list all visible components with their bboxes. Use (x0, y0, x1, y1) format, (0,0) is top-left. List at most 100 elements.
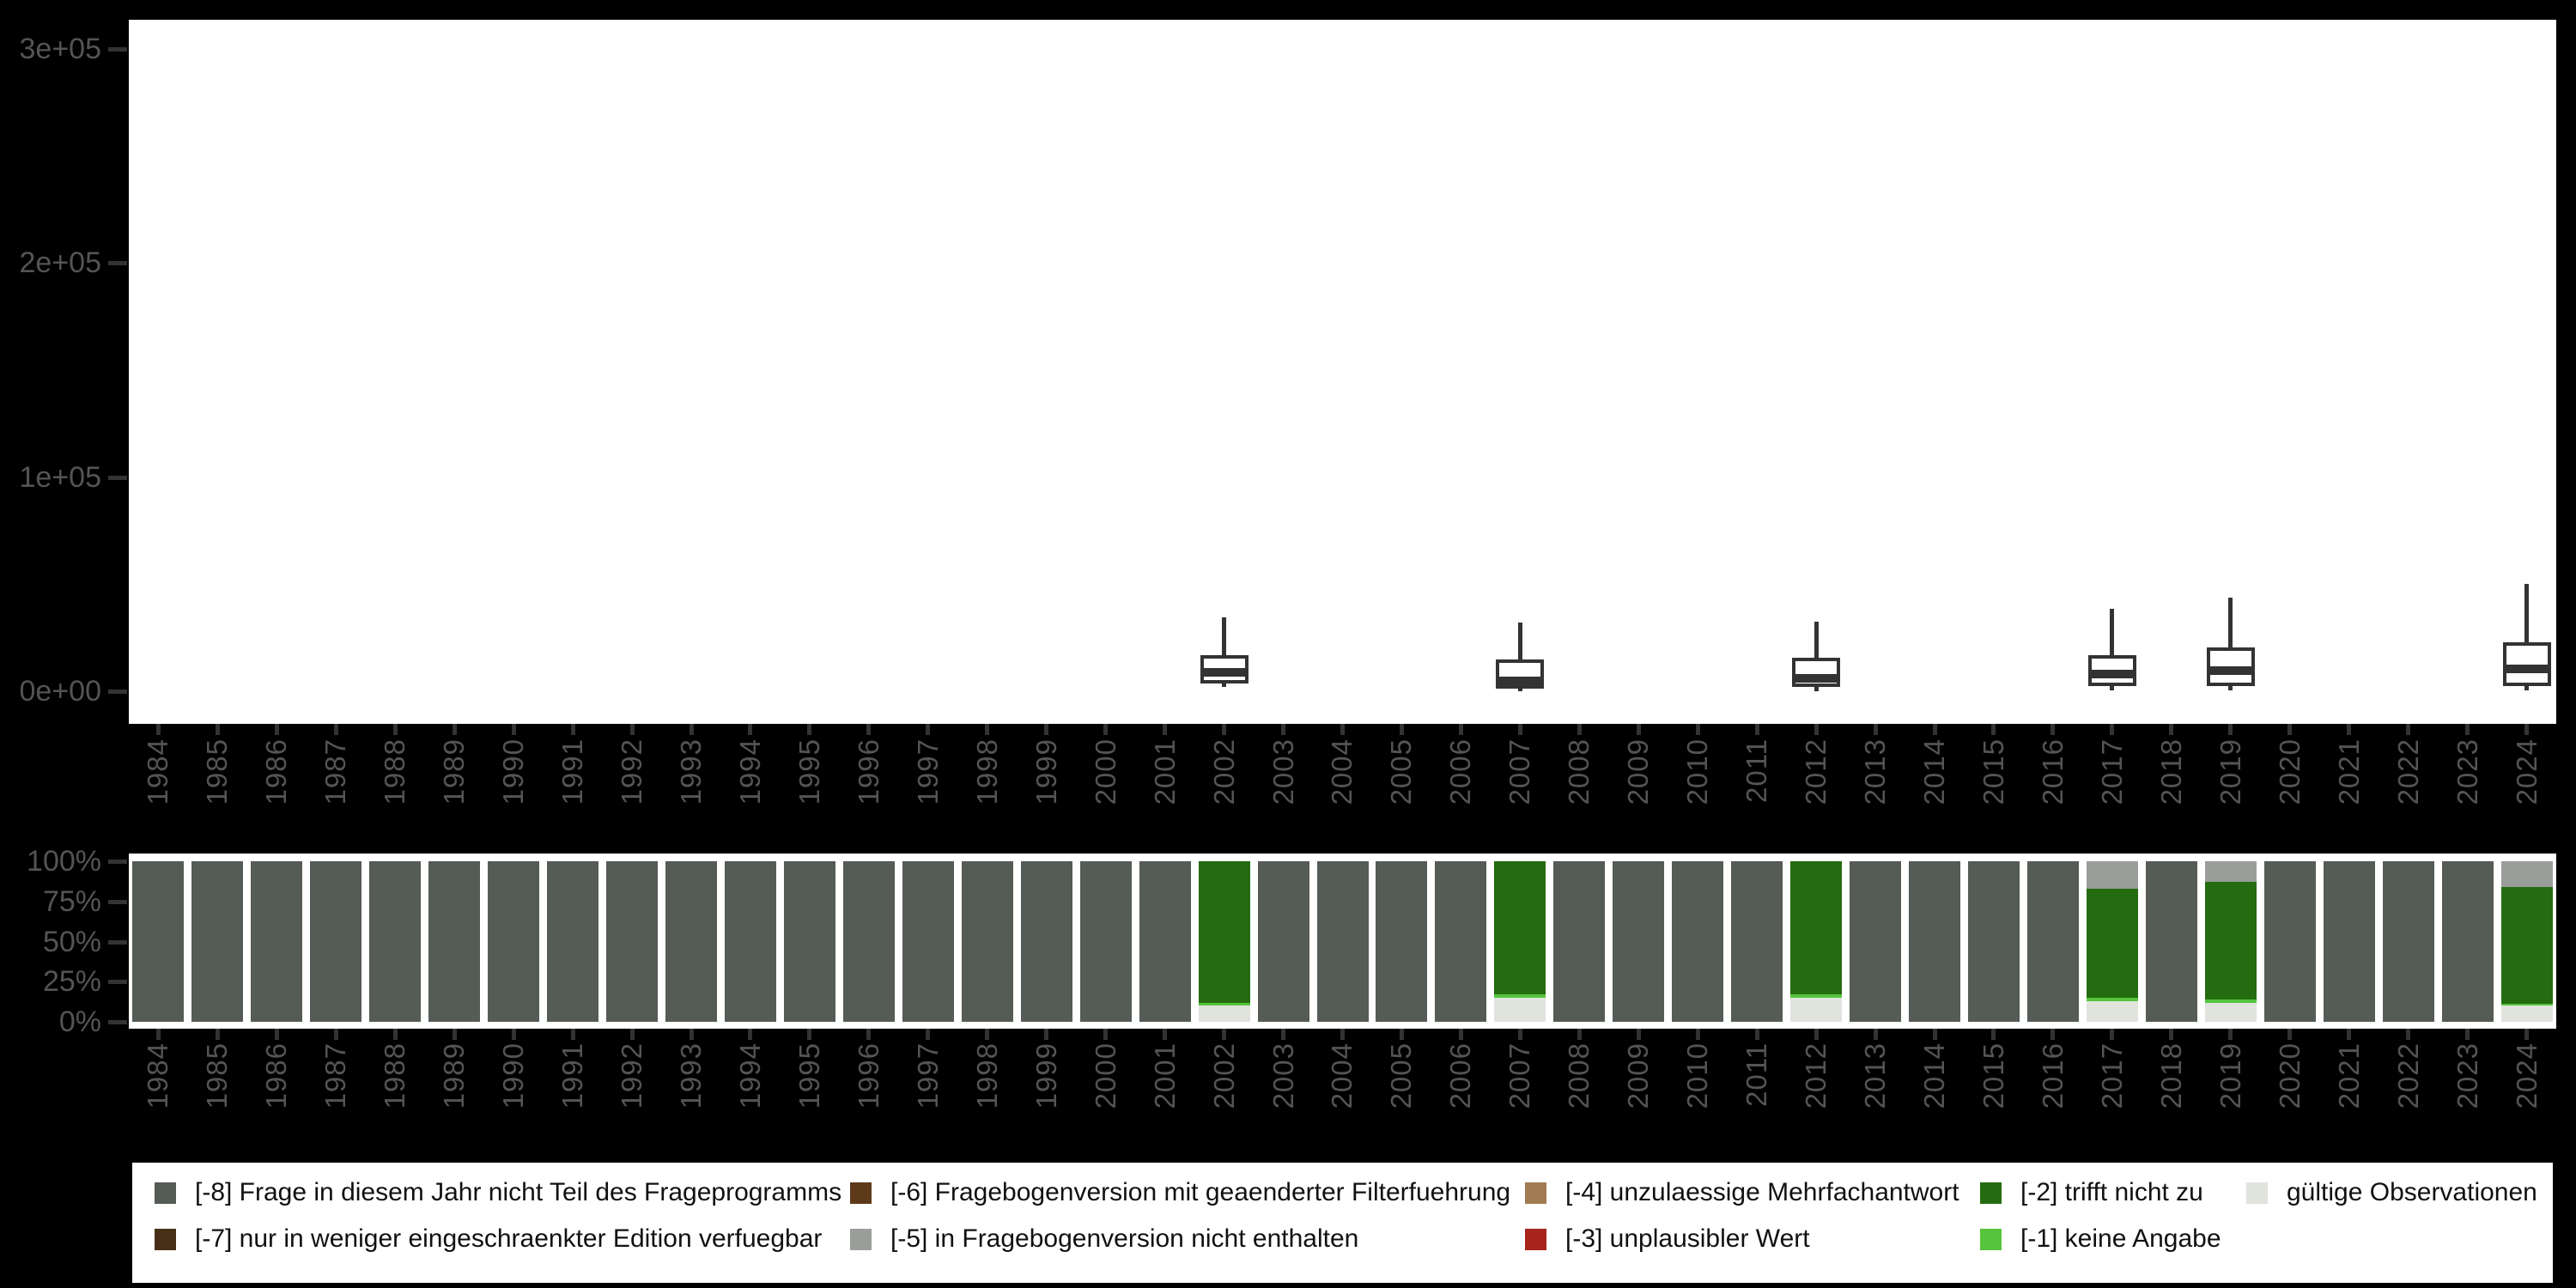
boxplot-xtick-mark (1873, 724, 1878, 735)
segment-m1 (2086, 997, 2138, 1001)
boxplot-xtick-label: 2009 (1609, 738, 1668, 826)
legend-swatch-m2 (1980, 1182, 2002, 1204)
boxplot-year-text: 2003 (1267, 738, 1299, 805)
bar-xtick-mark (748, 1029, 753, 1040)
bar-xtick-label: 2016 (2023, 1042, 2082, 1130)
bar-year-text: 1988 (379, 1042, 411, 1109)
bar-xtick-label: 2003 (1254, 1042, 1313, 1130)
boxplot-year-text: 1985 (201, 738, 234, 805)
segment-m8 (191, 861, 244, 1022)
boxplot-ytick-label: 0e+00 (19, 675, 102, 708)
bar-year-text: 2024 (2510, 1042, 2543, 1109)
segment-m8 (724, 861, 776, 1022)
stacked-bar-2008 (1553, 861, 1606, 1022)
whisker-line (1517, 623, 1522, 691)
bar-xtick-mark (1163, 1029, 1168, 1040)
segment-m1 (1494, 994, 1546, 998)
bar-year-text: 1990 (497, 1042, 530, 1109)
bar-xtick-label: 2004 (1313, 1042, 1372, 1130)
bar-xtick-mark (1281, 1029, 1286, 1040)
bar-xtick-label: 2022 (2379, 1042, 2438, 1130)
boxplot-xtick-mark (392, 724, 398, 735)
median-line (2502, 664, 2551, 673)
boxplot-xtick-mark (1636, 724, 1641, 735)
bar-year-text: 2009 (1622, 1042, 1655, 1109)
boxplot-xtick-mark (1814, 724, 1819, 735)
bar-xtick-label: 1998 (957, 1042, 1017, 1130)
segment-m8 (132, 861, 185, 1022)
segment-m8 (2026, 861, 2079, 1022)
legend-label: gültige Observationen (2287, 1178, 2537, 1206)
legend-item: gültige Observationen (2246, 1178, 2537, 1207)
bar-xtick-label: 1995 (780, 1042, 839, 1130)
boxplot-year-text: 2000 (1089, 738, 1121, 805)
segment-m8 (1672, 861, 1724, 1022)
boxplot-xtick-label: 1998 (957, 738, 1017, 826)
boxplot-xtick-label: 2014 (1905, 738, 1965, 826)
boxplot-xtick-label: 1991 (544, 738, 603, 826)
bar-xtick-label: 1996 (839, 1042, 898, 1130)
bar-xtick-label: 1990 (484, 1042, 544, 1130)
boxplot-xtick-mark (1399, 724, 1404, 735)
bar-ytick-label: 0% (58, 1005, 101, 1038)
stacked-bar-2017 (2086, 861, 2138, 1022)
bar-xtick-label: 1999 (1017, 1042, 1076, 1130)
boxplot-xtick-mark (1281, 724, 1286, 735)
segment-m8 (606, 861, 659, 1022)
bar-xtick-mark (155, 1029, 161, 1040)
boxplot-xtick-mark (1103, 724, 1109, 735)
stacked-bar-2023 (2441, 861, 2494, 1022)
boxplot-year-text: 2008 (1563, 738, 1595, 805)
boxplot-xtick-mark (1577, 724, 1582, 735)
boxplot-year-text: 1996 (852, 738, 884, 805)
boxplot-xtick-label: 1990 (484, 738, 544, 826)
segment-m8 (1020, 861, 1072, 1022)
bar-year-text: 1991 (556, 1042, 589, 1109)
legend-swatch-m7 (155, 1228, 176, 1250)
stacked-bar-2000 (1079, 861, 1132, 1022)
bar-xtick-label: 2009 (1609, 1042, 1668, 1130)
stacked-bar-2012 (1790, 861, 1843, 1022)
stacked-bar-1988 (369, 861, 422, 1022)
bar-xtick-mark (2228, 1029, 2233, 1040)
boxplot-year-text: 2019 (2214, 738, 2246, 805)
stacked-bar-2014 (1909, 861, 1960, 1022)
segment-m8 (1850, 861, 1902, 1022)
median-line (1200, 667, 1249, 677)
legend: [-8] Frage in diesem Jahr nicht Teil des… (132, 1163, 2553, 1283)
boxplot-xtick-mark (689, 724, 694, 735)
boxplot-year-text: 1992 (616, 738, 648, 805)
boxplot-xtick-mark (985, 724, 990, 735)
bar-xtick-label: 2005 (1372, 1042, 1431, 1130)
bar-xtick-mark (1636, 1029, 1641, 1040)
stacked-bar-1990 (488, 861, 540, 1022)
legend-label: [-6] Fragebogenversion mit geaenderter F… (890, 1178, 1511, 1206)
boxplot-year-text: 1991 (556, 738, 589, 805)
boxplot-xtick-mark (1044, 724, 1049, 735)
segment-valid (2204, 1002, 2257, 1022)
bar-xtick-label: 2008 (1550, 1042, 1609, 1130)
median-line (2087, 670, 2136, 679)
legend-item: [-7] nur in weniger eingeschraenkter Edi… (155, 1224, 822, 1254)
bar-xtick-mark (2347, 1029, 2352, 1040)
boxplot-xtick-label: 2015 (1964, 738, 2023, 826)
boxplot-xtick-mark (629, 724, 635, 735)
stacked-bar-2024 (2500, 861, 2553, 1022)
bar-xtick-label: 2013 (1846, 1042, 1905, 1130)
stacked-bar-2004 (1316, 861, 1369, 1022)
stacked-bar-2006 (1435, 861, 1487, 1022)
bar-xtick-mark (866, 1029, 872, 1040)
boxplot-xtick-label: 1996 (839, 738, 898, 826)
boxplot-xtick-mark (2524, 724, 2530, 735)
segment-m8 (428, 861, 481, 1022)
bar-year-text: 1992 (616, 1042, 648, 1109)
legend-swatch-m8 (155, 1182, 176, 1204)
boxplot-xtick-label: 2002 (1194, 738, 1254, 826)
stacked-bar-1996 (842, 861, 895, 1022)
bar-xtick-mark (985, 1029, 990, 1040)
segment-m8 (842, 861, 895, 1022)
segment-m1 (2204, 999, 2257, 1003)
bar-xtick-mark (2524, 1029, 2530, 1040)
bar-xtick-label: 1986 (247, 1042, 307, 1130)
